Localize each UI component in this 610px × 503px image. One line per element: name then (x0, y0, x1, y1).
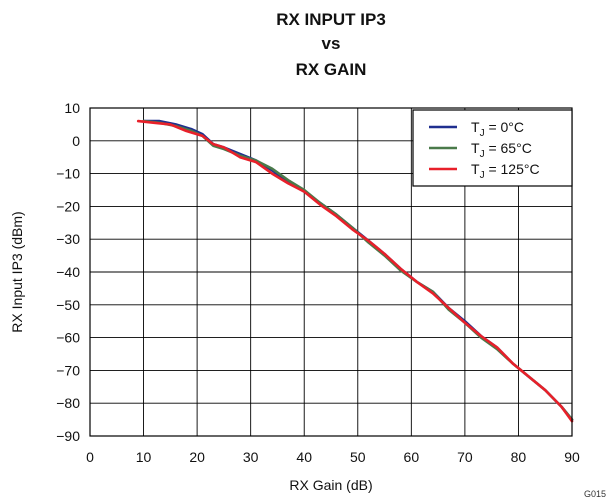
y-tick-label: −30 (56, 231, 80, 247)
x-tick-label: 50 (350, 449, 366, 465)
y-tick-label: −20 (56, 198, 80, 214)
y-tick-labels: 10 0 −10 −20 −30 −40 −50 −60 −70 −80 −90 (56, 100, 80, 444)
x-tick-label: 60 (404, 449, 420, 465)
legend-label-2: TJ = 125°C (471, 161, 540, 181)
x-tick-labels: 0 10 20 30 40 50 60 70 80 90 (86, 449, 580, 465)
x-tick-label: 0 (86, 449, 94, 465)
legend: TJ = 0°CTJ = 65°CTJ = 125°C (412, 109, 573, 187)
legend-label-0: TJ = 0°C (471, 119, 524, 139)
y-tick-label: −90 (56, 428, 80, 444)
series-layer (136, 119, 574, 423)
y-tick-label: −40 (56, 264, 80, 280)
plot-frame (89, 107, 573, 437)
y-tick-label: −50 (56, 297, 80, 313)
y-tick-label: 0 (72, 133, 80, 149)
y-tick-label: 10 (64, 100, 80, 116)
x-tick-label: 80 (511, 449, 527, 465)
y-axis-label: RX Input IP3 (dBm) (9, 211, 25, 332)
x-tick-label: 30 (243, 449, 259, 465)
figure-code: G015 (583, 489, 606, 499)
series-line-2 (136, 119, 574, 423)
chart-title-line-1: RX INPUT IP3 (276, 10, 386, 29)
x-axis-label: RX Gain (dB) (289, 477, 372, 493)
x-tick-label: 90 (564, 449, 580, 465)
y-tick-label: −80 (56, 395, 80, 411)
x-tick-label: 10 (136, 449, 152, 465)
chart-title-line-2: vs (321, 34, 341, 53)
x-tick-label: 20 (189, 449, 205, 465)
y-tick-label: −70 (56, 362, 80, 378)
x-tick-label: 70 (457, 449, 473, 465)
legend-label-1: TJ = 65°C (471, 140, 532, 160)
x-tick-label: 40 (296, 449, 312, 465)
y-tick-label: −10 (56, 166, 80, 182)
y-tick-label: −60 (56, 330, 80, 346)
chart-title-line-3: RX GAIN (295, 60, 367, 79)
